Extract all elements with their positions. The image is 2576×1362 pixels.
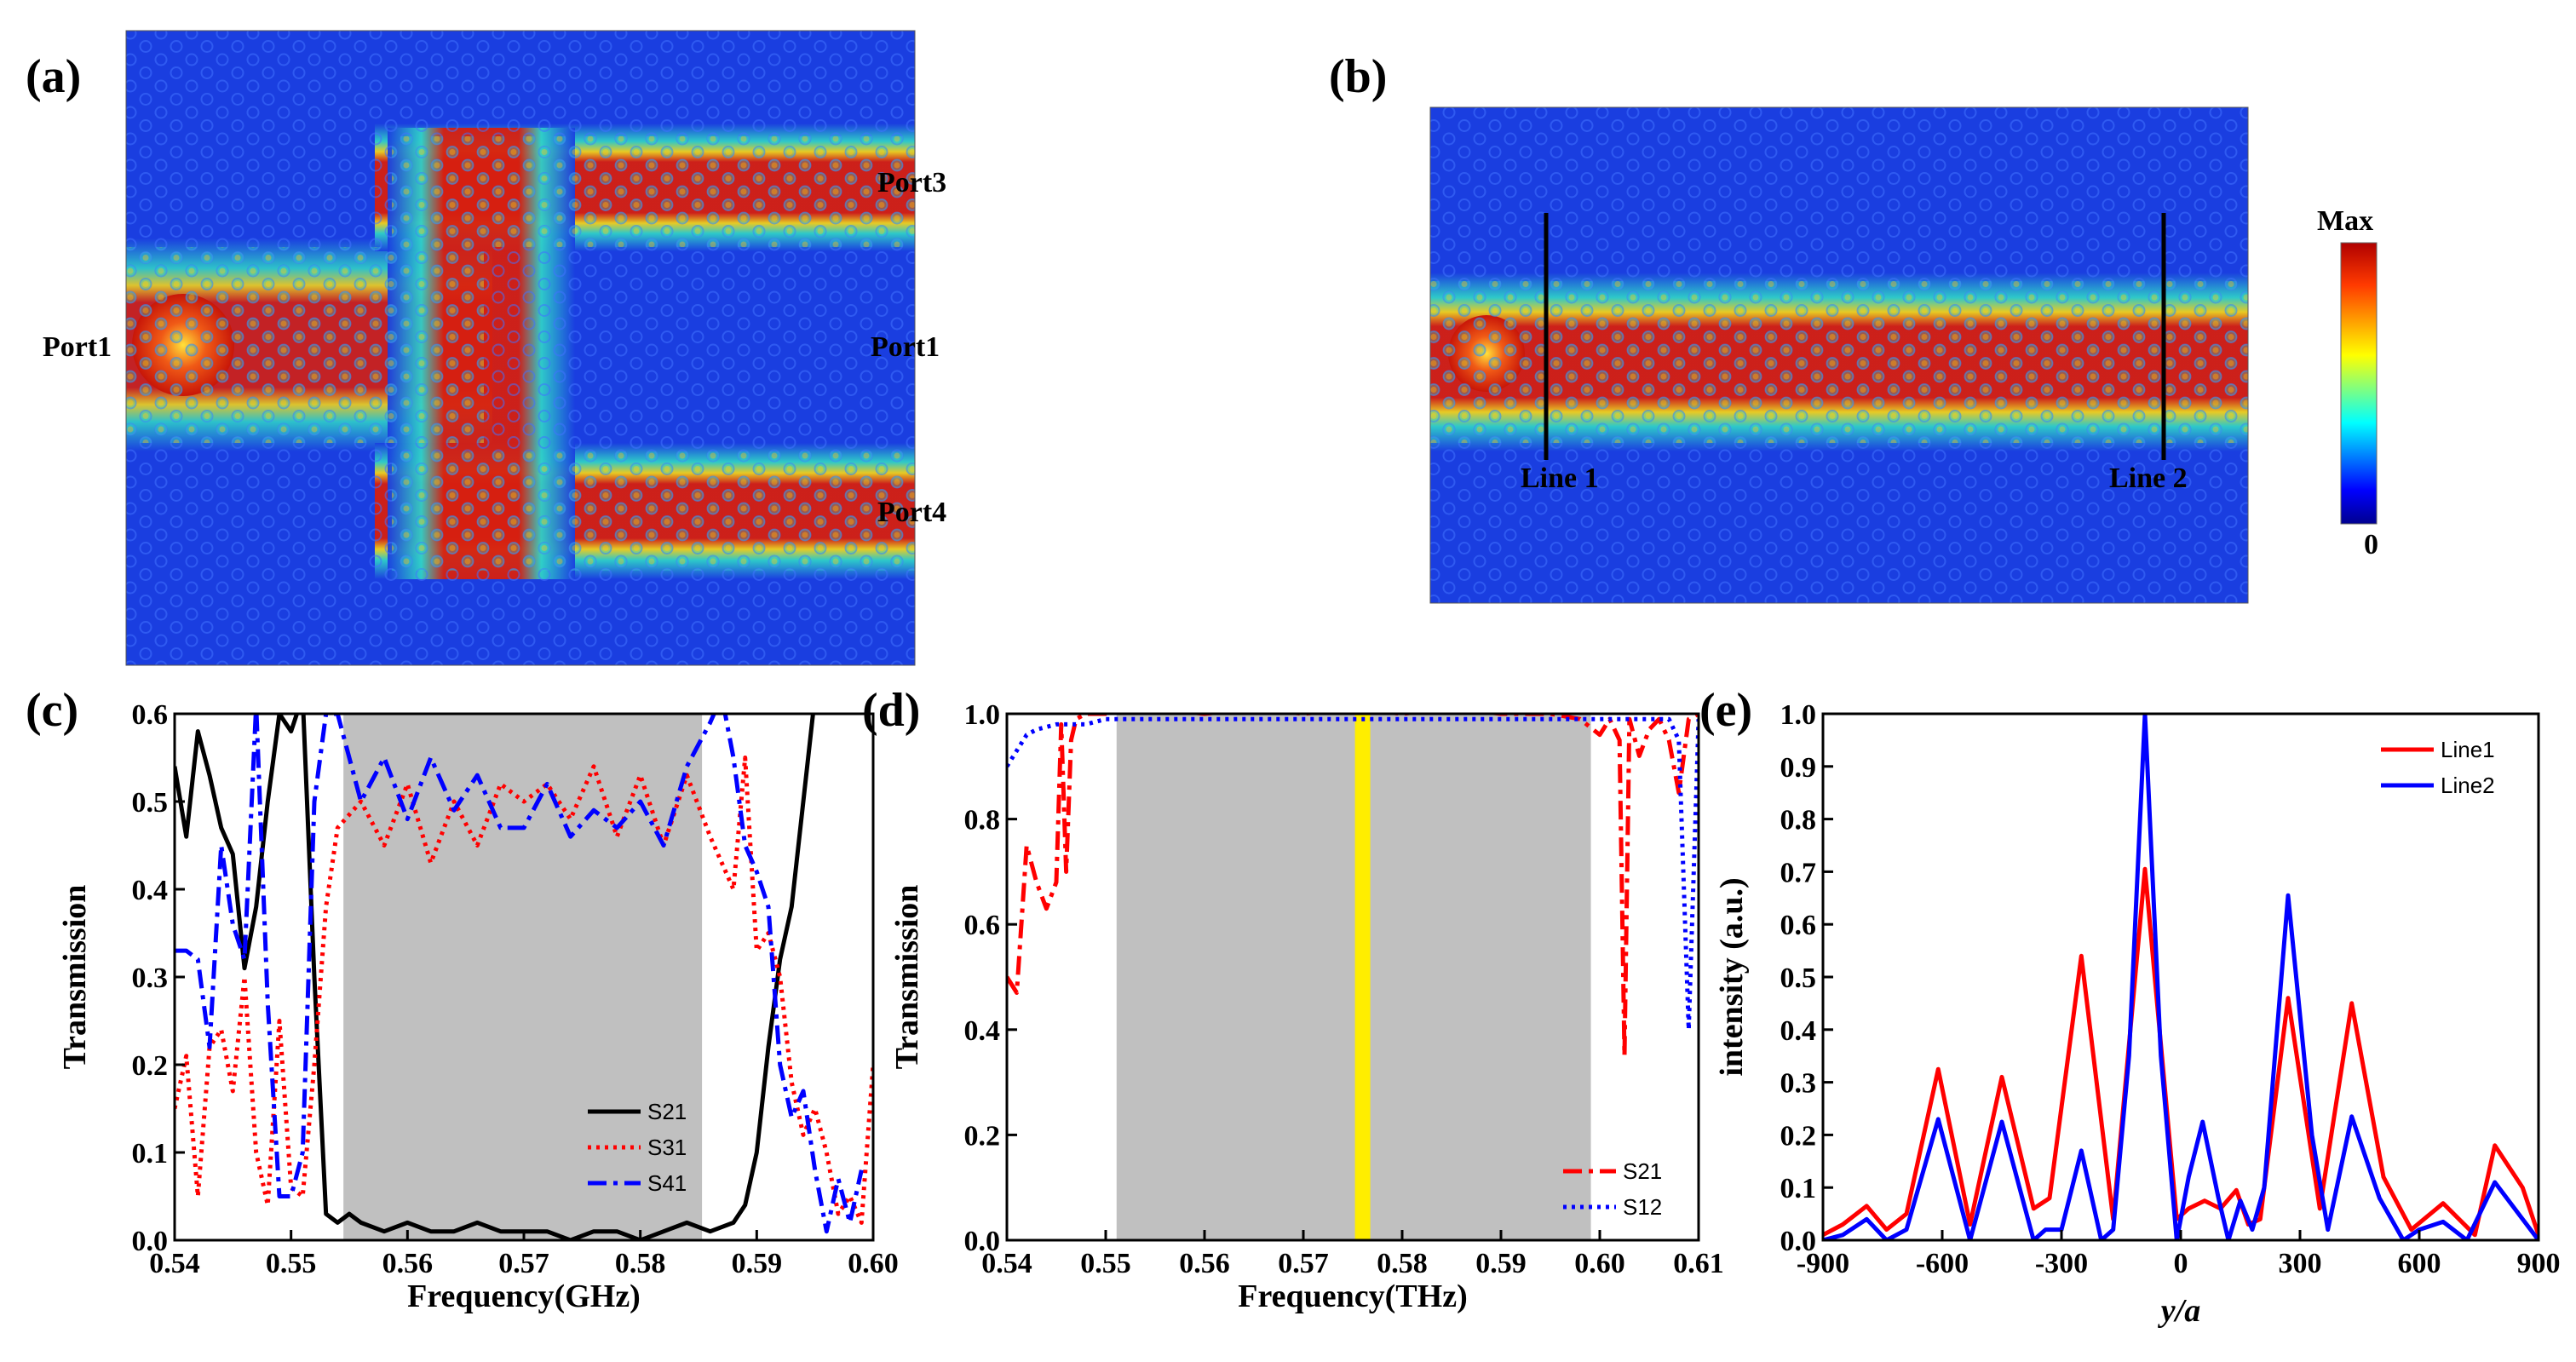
chart-e-ytick-label: 0.7 [1780, 857, 1817, 888]
chart-e-ytick-label: 0.0 [1780, 1226, 1817, 1257]
chart-c-xtick-label: 0.57 [498, 1248, 549, 1279]
chart-e-xtick-label: -300 [2035, 1248, 2088, 1279]
chart-d-shaded-band [1116, 714, 1591, 1240]
chart-c-ytick-label: 0.0 [132, 1226, 169, 1257]
chart-c-series-s21 [175, 714, 815, 1240]
chart-c-legend-label-s41: S41 [647, 1170, 687, 1196]
chart-d-ytick-label: 0.0 [964, 1226, 1001, 1257]
chart-d-xtick-label: 0.58 [1377, 1248, 1428, 1279]
chart-e-ytick-label: 0.9 [1780, 752, 1817, 784]
chart-e-xtick-label: 600 [2398, 1248, 2441, 1279]
colorbar [2340, 242, 2378, 525]
chart-c-legend-label-s21: S21 [647, 1099, 687, 1124]
panel-b-label: (b) [1329, 50, 1387, 103]
chart-e-xlabel: y/a [2158, 1293, 2200, 1329]
chart-d-ytick-label: 0.8 [964, 805, 1001, 836]
chart-e-ytick-label: 0.8 [1780, 805, 1817, 836]
port3-label: Port3 [877, 167, 946, 198]
chart-c-xtick-label: 0.56 [382, 1248, 434, 1279]
chart-c-ytick-label: 0.5 [132, 787, 169, 819]
chart-e-series-line2 [1823, 714, 2539, 1240]
chart-c-xtick-label: 0.59 [732, 1248, 783, 1279]
chart-d: 0.54 0.55 0.56 0.57 0.58 0.59 0.60 0.61 0.0 0.2 0.… [889, 699, 1724, 1314]
chart-c-legend-label-s31: S31 [647, 1135, 687, 1160]
panel-e-label: (e) [1699, 684, 1752, 737]
field-map-a-frame [125, 30, 916, 666]
chart-d-xtick-label: 0.59 [1475, 1248, 1527, 1279]
panel-c-label: (c) [26, 684, 78, 737]
chart-c-xtick-label: 0.55 [266, 1248, 317, 1279]
chart-d-ytick-label: 0.2 [964, 1120, 1001, 1152]
chart-e-xtick-label: 900 [2517, 1248, 2561, 1279]
chart-e-ytick-label: 0.4 [1780, 1015, 1817, 1047]
panel-d-label: (d) [862, 684, 920, 737]
chart-e: -900 -600 -300 0 300 600 900 0.0 0.1 0.2 0.3 0.4 0.5… [1714, 699, 2561, 1329]
chart-e-xtick-label: 0 [2174, 1248, 2188, 1279]
chart-e-ytick-label: 0.6 [1780, 910, 1817, 941]
chart-e-ytick-label: 0.2 [1780, 1120, 1817, 1152]
chart-d-xtick-label: 0.57 [1278, 1248, 1329, 1279]
chart-d-xtick-label: 0.61 [1673, 1248, 1724, 1279]
chart-e-xtick-label: -600 [1916, 1248, 1969, 1279]
chart-e-ytick-label: 1.0 [1780, 699, 1817, 731]
chart-d-xtick-label: 0.54 [981, 1248, 1032, 1279]
chart-e-ytick-label: 0.3 [1780, 1068, 1817, 1100]
field-map-b-frame [1429, 106, 2249, 604]
chart-e-frame [1821, 712, 2540, 1242]
chart-e-ylabel: intensity (a.u.) [1714, 877, 1750, 1076]
chart-e-xtick-label: -900 [1797, 1248, 1849, 1279]
panel-a-label: (a) [26, 50, 81, 103]
chart-d-ytick-label: 1.0 [964, 699, 1001, 731]
chart-c-shaded-band [343, 714, 703, 1240]
chart-e-xtick-label: 300 [2279, 1248, 2322, 1279]
chart-d-legend-label-s12: S12 [1623, 1194, 1662, 1220]
chart-d-xtick-label: 0.60 [1574, 1248, 1625, 1279]
chart-d-ytick-label: 0.6 [964, 910, 1001, 941]
port1-left-label: Port1 [43, 331, 112, 363]
field-map-a [126, 31, 915, 665]
chart-c-ytick-label: 0.4 [132, 875, 169, 906]
chart-d-highlight-line [1354, 714, 1371, 1240]
chart-d-ylabel: Transmission [889, 885, 925, 1070]
chart-e-ytick-label: 0.5 [1780, 963, 1817, 994]
chart-d-legend-label-s21: S21 [1623, 1158, 1662, 1184]
line2-label: Line 2 [2109, 463, 2188, 494]
chart-d-xlabel: Frequency(THz) [1238, 1279, 1467, 1314]
line1-label: Line 1 [1521, 463, 1599, 494]
chart-d-xtick-label: 0.55 [1080, 1248, 1131, 1279]
chart-d-frame [1005, 712, 1700, 1242]
chart-c-xtick-label: 0.58 [615, 1248, 666, 1279]
chart-c-ytick-label: 0.1 [132, 1138, 169, 1169]
chart-c-xtick-label: 0.54 [149, 1248, 200, 1279]
port1-right-label: Port1 [871, 331, 940, 363]
chart-e-ytick-label: 0.1 [1780, 1173, 1817, 1204]
field-map-b [1430, 107, 2248, 603]
chart-c-xtick-label: 0.60 [848, 1248, 899, 1279]
chart-c-ytick-label: 0.6 [132, 699, 169, 731]
chart-c-ylabel: Transmission [57, 885, 93, 1070]
chart-e-legend-label-line1: Line1 [2441, 737, 2495, 762]
chart-c-ytick-label: 0.3 [132, 963, 169, 994]
chart-d-series-s21 [1007, 714, 1699, 1059]
chart-c-ytick-label: 0.2 [132, 1050, 169, 1082]
chart-d-series-s12 [1007, 716, 1699, 1032]
chart-e-legend-label-line2: Line2 [2441, 773, 2495, 798]
colorbar-max-label: Max [2317, 205, 2373, 237]
chart-d-xtick-label: 0.56 [1179, 1248, 1230, 1279]
chart-c: 0.54 0.55 0.56 0.57 0.58 0.59 0.60 0.0 0.1 0.2 0.3… [57, 699, 899, 1314]
chart-e-series-line1 [1823, 866, 2539, 1238]
chart-c-xlabel: Frequency(GHz) [407, 1279, 641, 1314]
chart-d-ytick-label: 0.4 [964, 1015, 1001, 1047]
colorbar-min-label: 0 [2364, 529, 2378, 560]
chart-c-series-s41 [175, 714, 864, 1234]
port4-label: Port4 [877, 497, 946, 528]
